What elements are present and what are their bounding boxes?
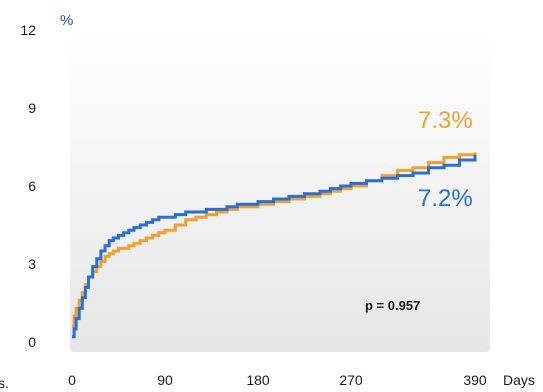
x-axis-label: Days (503, 372, 535, 388)
edge-fragment: s. (0, 375, 9, 391)
y-tick-label: 9 (28, 100, 36, 116)
y-tick-label: 3 (28, 256, 36, 272)
series-end-label-orange: 7.3% (418, 107, 473, 134)
x-tick-label: 270 (339, 372, 363, 388)
y-tick-label: 6 (28, 178, 36, 194)
plot-area (70, 32, 490, 352)
p-value-annotation: p = 0.957 (365, 298, 420, 313)
series-layer (72, 152, 477, 339)
x-tick-label: 390 (463, 372, 487, 388)
series-end-label-blue: 7.2% (418, 185, 473, 212)
y-tick-label: 12 (20, 22, 36, 38)
x-tick-label: 0 (68, 372, 76, 388)
x-axis: 0 90 180 270 390 (68, 372, 487, 388)
y-axis-label: % (60, 12, 73, 29)
x-tick-label: 90 (157, 372, 173, 388)
y-axis: 0 3 6 9 12 (20, 22, 36, 350)
x-tick-label: 180 (246, 372, 270, 388)
series-line-blue (72, 154, 477, 339)
y-tick-label: 0 (28, 334, 36, 350)
